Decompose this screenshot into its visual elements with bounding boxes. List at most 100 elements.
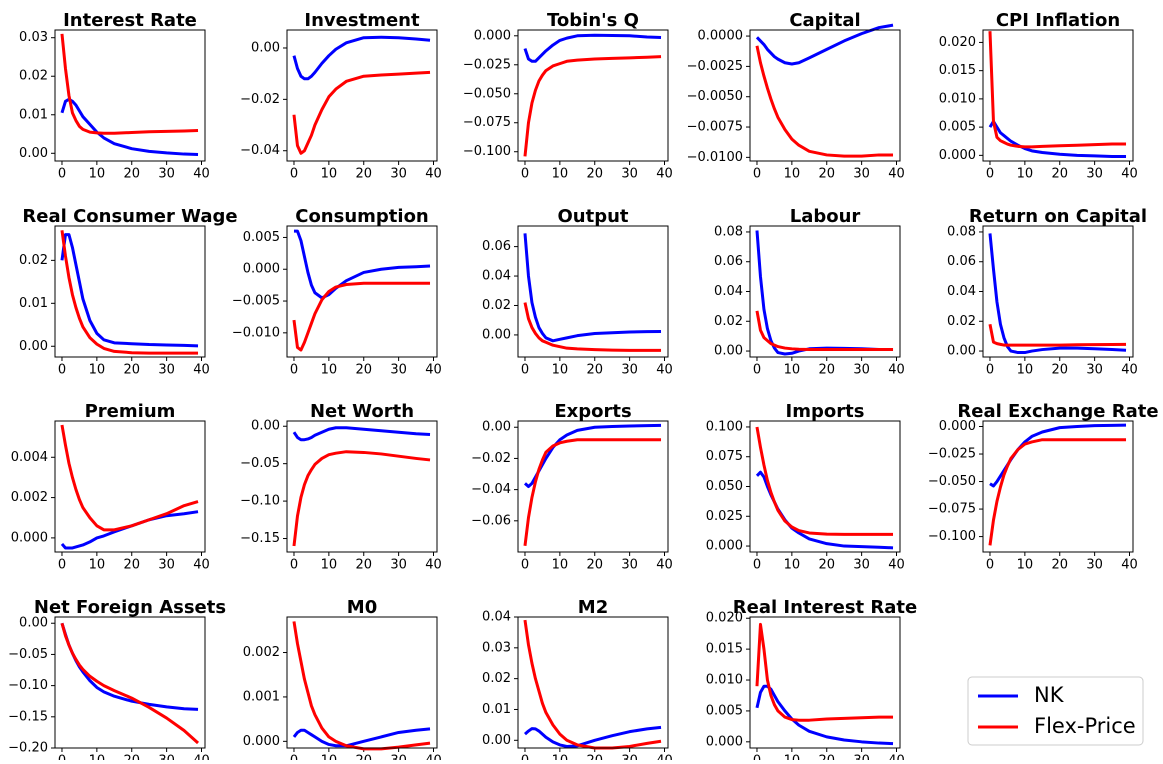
y-tick-label: 0.02 bbox=[19, 69, 48, 84]
y-tick-label: 0.06 bbox=[714, 254, 743, 269]
y-tick-label: 0.010 bbox=[939, 91, 976, 106]
y-tick-label: 0.01 bbox=[19, 296, 48, 311]
y-tick-label: 0.00 bbox=[251, 40, 280, 55]
x-tick-label: 20 bbox=[355, 754, 372, 761]
x-tick-label: 30 bbox=[1086, 363, 1103, 378]
y-tick-label: −0.025 bbox=[928, 447, 976, 462]
y-tick-label: 0.03 bbox=[482, 640, 511, 655]
series-line bbox=[755, 45, 894, 158]
x-tick-label: 0 bbox=[58, 167, 66, 182]
panel-title: Return on Capital bbox=[969, 206, 1147, 227]
x-tick-label: 20 bbox=[123, 754, 140, 761]
y-tick-label: 0.02 bbox=[714, 314, 743, 329]
series-line bbox=[292, 281, 431, 352]
x-tick-label: 40 bbox=[425, 167, 442, 182]
y-tick-label: −0.005 bbox=[232, 294, 280, 309]
x-tick-label: 30 bbox=[853, 558, 870, 573]
y-tick-label: 0.050 bbox=[706, 479, 743, 494]
y-tick-label: 0.004 bbox=[11, 450, 48, 465]
y-tick-label: 0.01 bbox=[19, 107, 48, 122]
x-tick-label: 20 bbox=[818, 363, 835, 378]
x-tick-label: 0 bbox=[290, 754, 298, 761]
x-tick-label: 40 bbox=[1121, 167, 1138, 182]
plot-frame bbox=[54, 420, 206, 553]
x-tick-label: 30 bbox=[158, 754, 175, 761]
y-tick-label: 0.0000 bbox=[698, 29, 744, 44]
plot-frame bbox=[749, 29, 901, 162]
series-line bbox=[60, 510, 199, 550]
y-tick-label: 0.00 bbox=[19, 616, 48, 631]
y-tick-label: −0.20 bbox=[8, 741, 48, 756]
y-tick-label: 0.00 bbox=[714, 344, 743, 359]
x-tick-label: 20 bbox=[818, 558, 835, 573]
x-tick-label: 10 bbox=[552, 167, 569, 182]
x-tick-label: 0 bbox=[753, 754, 761, 761]
x-tick-label: 0 bbox=[753, 558, 761, 573]
y-tick-label: 0.00 bbox=[947, 344, 976, 359]
x-tick-label: 30 bbox=[390, 558, 407, 573]
x-tick-label: 10 bbox=[1017, 363, 1034, 378]
series-line bbox=[755, 310, 894, 352]
series-line bbox=[292, 70, 431, 155]
y-tick-label: 0.00 bbox=[251, 419, 280, 434]
y-tick-label: −0.050 bbox=[463, 86, 511, 101]
x-tick-label: 0 bbox=[753, 167, 761, 182]
series-line bbox=[988, 31, 1127, 149]
x-tick-label: 0 bbox=[58, 754, 66, 761]
y-tick-label: 0.002 bbox=[11, 490, 48, 505]
x-tick-label: 20 bbox=[586, 363, 603, 378]
series-line bbox=[523, 302, 662, 352]
series-line bbox=[755, 622, 894, 722]
y-tick-label: 0.000 bbox=[243, 734, 280, 749]
x-tick-label: 10 bbox=[1017, 167, 1034, 182]
plot-frame bbox=[749, 225, 901, 358]
legend-label: Flex-Price bbox=[1034, 714, 1136, 738]
series-line bbox=[988, 323, 1127, 347]
y-tick-label: 0.08 bbox=[947, 224, 976, 239]
series-line bbox=[989, 423, 1127, 488]
y-tick-label: 0.03 bbox=[19, 30, 48, 45]
y-tick-label: 0.06 bbox=[947, 254, 976, 269]
series-line bbox=[523, 233, 662, 343]
x-tick-label: 40 bbox=[425, 363, 442, 378]
x-tick-label: 40 bbox=[1121, 363, 1138, 378]
y-tick-label: 0.02 bbox=[19, 253, 48, 268]
y-tick-label: 0.02 bbox=[947, 314, 976, 329]
x-tick-label: 20 bbox=[355, 558, 372, 573]
y-tick-label: 0.01 bbox=[482, 702, 511, 717]
x-tick-label: 10 bbox=[784, 558, 801, 573]
plot-frame bbox=[749, 616, 901, 749]
x-tick-label: 10 bbox=[321, 754, 338, 761]
y-tick-label: 0.015 bbox=[706, 642, 743, 657]
y-tick-label: 0.00 bbox=[482, 327, 511, 342]
x-tick-label: 30 bbox=[853, 167, 870, 182]
y-tick-label: −0.15 bbox=[240, 531, 280, 546]
y-tick-label: 0.00 bbox=[482, 733, 511, 748]
x-tick-label: 0 bbox=[986, 558, 994, 573]
y-tick-label: 0.000 bbox=[939, 419, 976, 434]
x-tick-label: 10 bbox=[784, 167, 801, 182]
series-line bbox=[292, 450, 431, 547]
y-tick-label: 0.00 bbox=[19, 146, 48, 161]
y-tick-label: −0.025 bbox=[463, 57, 511, 72]
x-tick-label: 0 bbox=[521, 754, 529, 761]
y-tick-label: 0.000 bbox=[474, 28, 511, 43]
series-line bbox=[755, 684, 894, 746]
plot-frame bbox=[749, 420, 901, 553]
series-line bbox=[60, 233, 199, 348]
x-tick-label: 40 bbox=[888, 363, 905, 378]
x-tick-label: 40 bbox=[193, 167, 210, 182]
y-tick-label: −0.0050 bbox=[687, 89, 743, 104]
y-tick-label: 0.075 bbox=[706, 449, 743, 464]
x-tick-label: 30 bbox=[1086, 558, 1103, 573]
x-tick-label: 30 bbox=[1086, 167, 1103, 182]
series-line bbox=[292, 35, 431, 81]
x-tick-label: 30 bbox=[621, 754, 638, 761]
x-tick-label: 10 bbox=[552, 754, 569, 761]
x-tick-label: 10 bbox=[552, 363, 569, 378]
y-tick-label: −0.050 bbox=[928, 474, 976, 489]
x-tick-label: 0 bbox=[290, 167, 298, 182]
x-tick-label: 0 bbox=[753, 363, 761, 378]
plot-frame bbox=[517, 420, 669, 553]
series-line bbox=[60, 97, 199, 156]
